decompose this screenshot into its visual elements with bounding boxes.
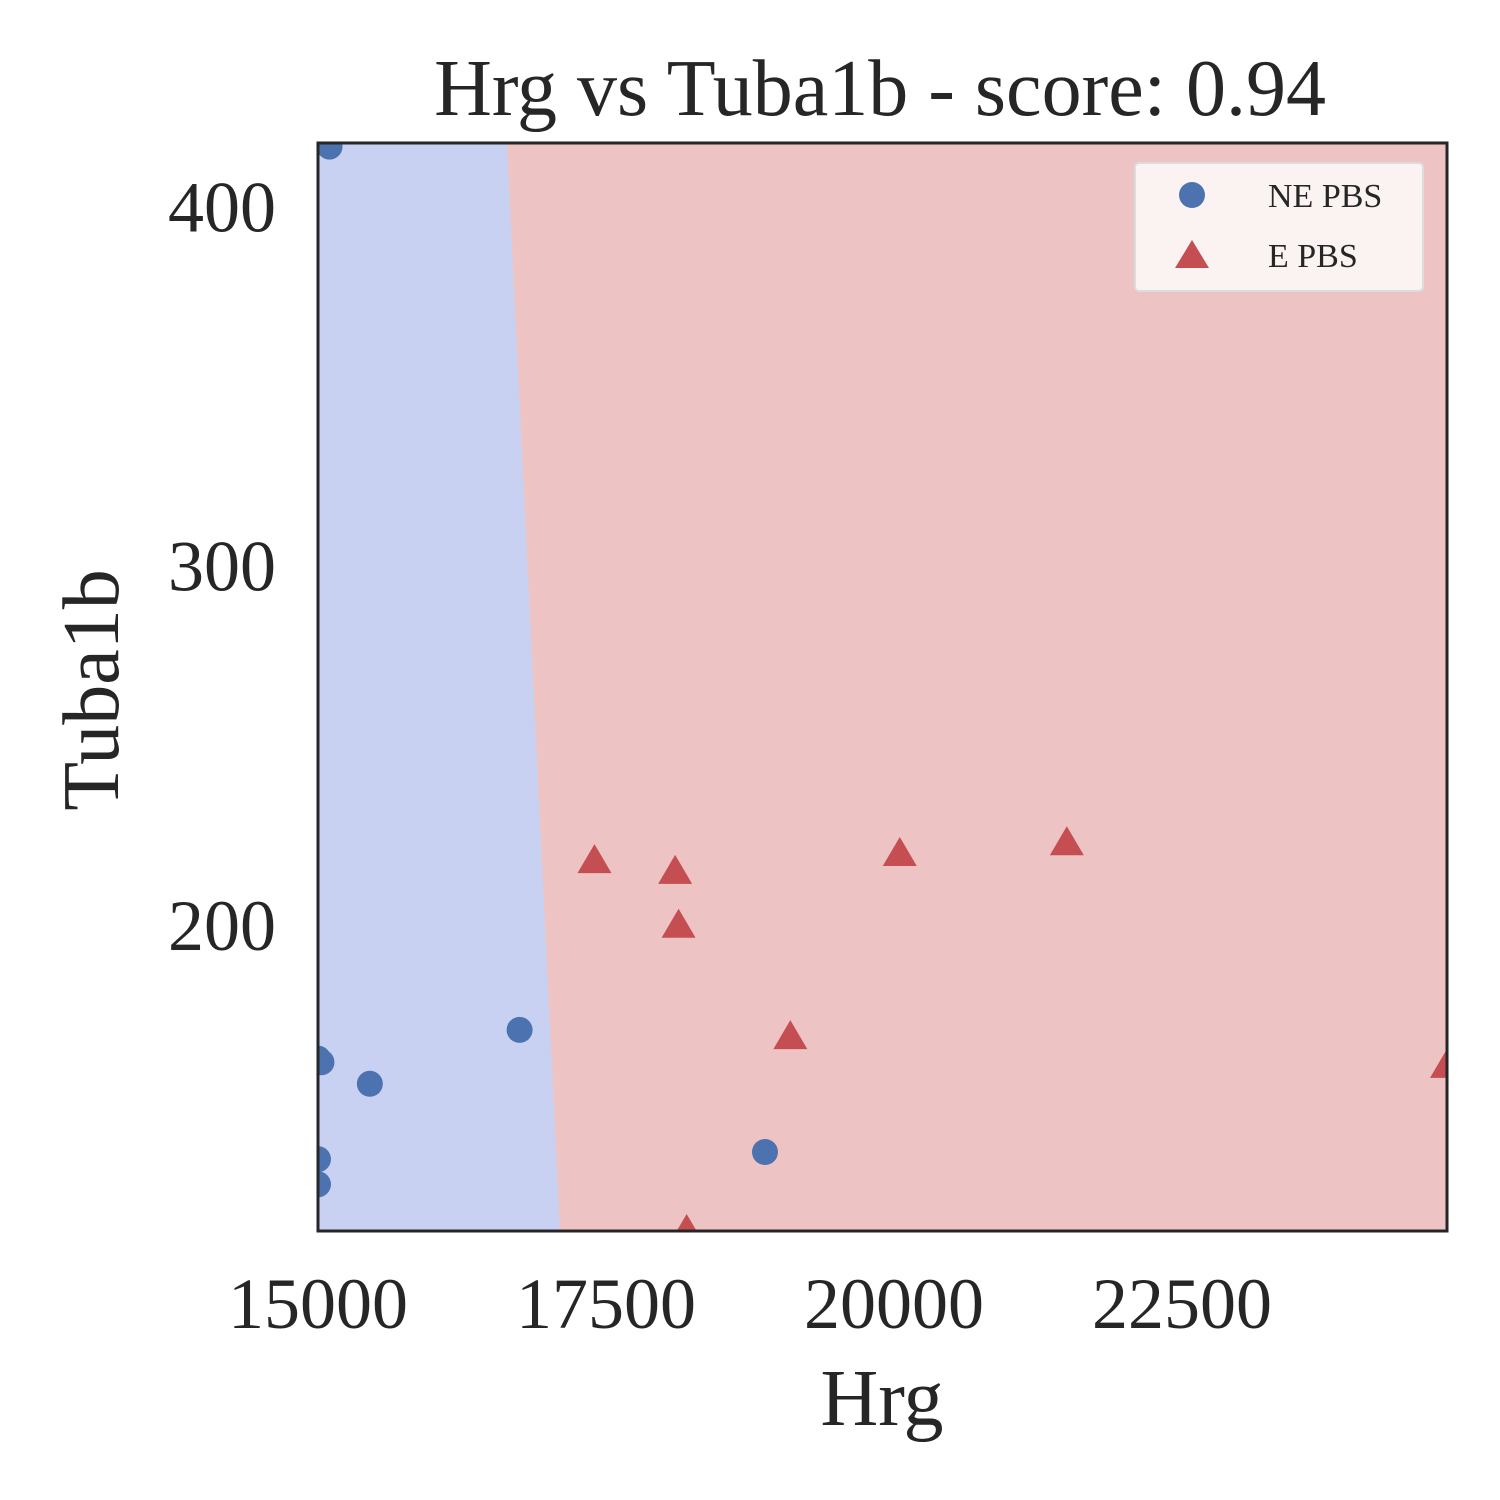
- legend-marker-ne-pbs: [1179, 182, 1205, 208]
- point-e-pbs: [1430, 1048, 1447, 1078]
- y-axis-ticks: 200 300 400: [168, 168, 276, 966]
- point-ne-pbs: [751, 1139, 778, 1166]
- point-e-pbs: [1049, 826, 1084, 856]
- legend-label-e-pbs: E PBS: [1268, 238, 1358, 275]
- x-tick-label: 15000: [228, 1264, 408, 1344]
- x-tick-label: 20000: [804, 1264, 984, 1344]
- point-ne-pbs: [318, 1049, 335, 1076]
- x-tick-label: 17500: [516, 1264, 696, 1344]
- point-e-pbs: [577, 844, 612, 874]
- x-axis-label: Hrg: [821, 1355, 944, 1443]
- point-ne-pbs: [356, 1070, 383, 1097]
- region-ne-pbs: [318, 143, 560, 1231]
- point-ne-pbs: [506, 1016, 533, 1043]
- point-e-pbs: [773, 1020, 808, 1050]
- point-e-pbs: [658, 854, 693, 884]
- x-axis-ticks: 15000 17500 20000 22500: [228, 1264, 1272, 1344]
- chart-title: Hrg vs Tuba1b - score: 0.94: [434, 45, 1326, 133]
- point-ne-pbs: [318, 1171, 331, 1198]
- legend-label-ne-pbs: NE PBS: [1268, 178, 1382, 215]
- decision-regions: [318, 143, 1447, 1231]
- plot-frame: [316, 141, 1449, 1233]
- y-tick-label: 200: [168, 886, 276, 966]
- y-axis-label: Tuba1b: [48, 569, 136, 811]
- y-tick-label: 400: [168, 168, 276, 248]
- legend: NE PBS E PBS: [1134, 162, 1424, 292]
- x-tick-label: 22500: [1092, 1264, 1272, 1344]
- point-e-pbs: [882, 836, 917, 866]
- legend-marker-e-pbs: [1175, 240, 1209, 268]
- point-e-pbs: [661, 908, 696, 938]
- legend-box: [1134, 162, 1424, 292]
- y-tick-label: 300: [168, 527, 276, 607]
- data-points: [318, 143, 1447, 1231]
- point-ne-pbs: [318, 143, 343, 160]
- point-ne-pbs: [318, 1146, 331, 1173]
- point-e-pbs: [676, 1214, 697, 1231]
